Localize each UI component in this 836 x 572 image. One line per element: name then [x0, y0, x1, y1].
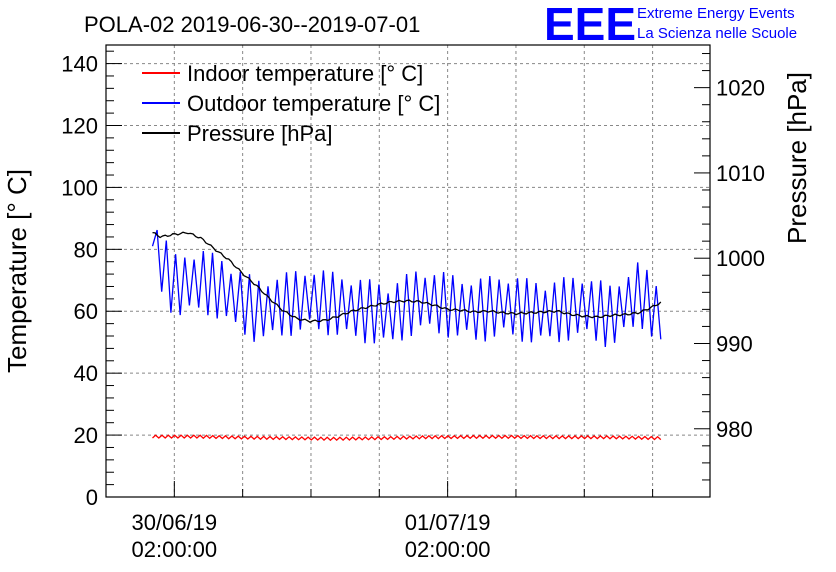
eee-logo: EEE Extreme Energy Events La Scienza nel… — [544, 0, 797, 50]
x-tick-label-time-0: 02:00:00 — [132, 537, 218, 562]
y-tick-label-2: 40 — [74, 361, 98, 386]
y-tick-label-4: 80 — [74, 237, 98, 262]
y-tick-label-3: 60 — [74, 299, 98, 324]
y2-tick-label-0: 980 — [716, 417, 753, 442]
x-tick-label-time-1: 02:00:00 — [405, 537, 491, 562]
y2-tick-label-2: 1000 — [716, 246, 765, 271]
y2-tick-label-3: 1010 — [716, 161, 765, 186]
legend-label-outdoor: Outdoor temperature [° C] — [187, 91, 440, 116]
y-tick-label-7: 140 — [61, 52, 98, 77]
legend: Indoor temperature [° C] Outdoor tempera… — [142, 61, 440, 146]
y-tick-label-6: 120 — [61, 113, 98, 138]
y-axis-label: Temperature [° C] — [2, 169, 32, 373]
legend-label-pressure: Pressure [hPa] — [187, 121, 333, 146]
series-line-indoor — [152, 434, 662, 442]
y-tick-label-5: 100 — [61, 175, 98, 200]
y2-tick-label-1: 990 — [716, 331, 753, 356]
y2-tick-label-4: 1020 — [716, 76, 765, 101]
logo-line-2: La Scienza nelle Scuole — [637, 25, 797, 42]
y-tick-label-0: 0 — [86, 485, 98, 510]
series-group — [151, 229, 662, 442]
plot-frame — [105, 44, 711, 498]
axes: 0 20 40 60 80 100 120 140 980 990 1000 1010 1020 30/0… — [61, 50, 765, 562]
x-tick-label-0: 30/06/19 — [132, 510, 218, 535]
grid — [106, 45, 710, 497]
logo-line-1: Extreme Energy Events — [637, 5, 795, 22]
y-tick-label-1: 20 — [74, 423, 98, 448]
y2-axis-label: Pressure [hPa] — [782, 72, 812, 244]
series-line-pressure — [152, 231, 662, 323]
logo-mark: EEE — [544, 0, 636, 50]
legend-label-indoor: Indoor temperature [° C] — [187, 61, 423, 86]
x-tick-label-1: 01/07/19 — [405, 510, 491, 535]
chart-title: POLA-02 2019-06-30--2019-07-01 — [84, 12, 420, 37]
